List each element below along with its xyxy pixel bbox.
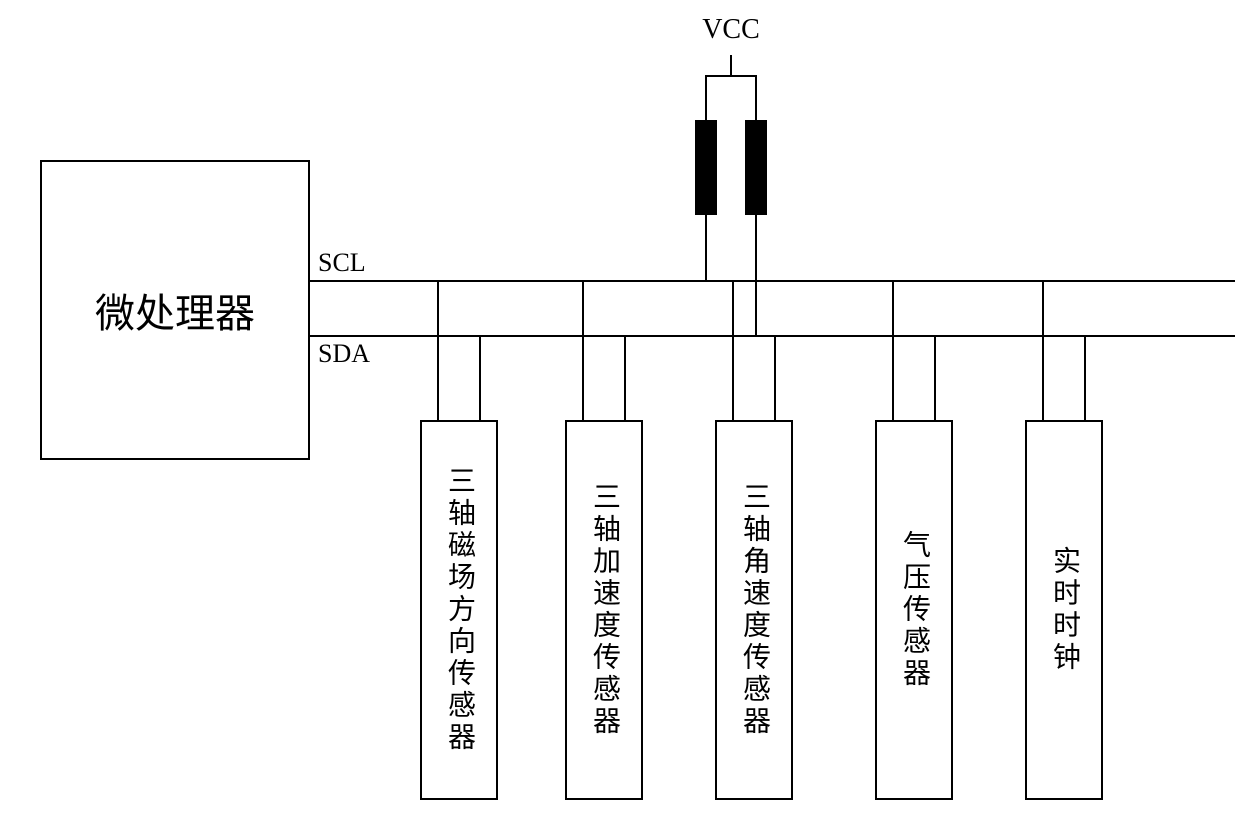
tap-scl-2 (732, 280, 734, 420)
tap-sda-1 (624, 335, 626, 420)
tap-sda-0 (479, 335, 481, 420)
tap-scl-1 (582, 280, 584, 420)
sensor-box-4: 实时时钟 (1025, 420, 1103, 800)
sensor-box-0: 三轴磁场方向传感器 (420, 420, 498, 800)
sda-label: SDA (318, 339, 398, 369)
sensor-box-2: 三轴角速度传感器 (715, 420, 793, 800)
scl-bus-line (310, 280, 1235, 282)
sensor-label-4: 实时时钟 (1027, 422, 1101, 798)
tap-scl-3 (892, 280, 894, 420)
pullup-sda-resistor-icon (745, 120, 767, 215)
pullup-scl-resistor-icon (695, 120, 717, 215)
tap-scl-4 (1042, 280, 1044, 420)
pullup-scl-wire-bottom (705, 215, 707, 282)
sensor-label-0: 三轴磁场方向传感器 (422, 422, 496, 798)
scl-label: SCL (318, 248, 398, 278)
sensor-label-3: 气压传感器 (877, 422, 951, 798)
tap-scl-0 (437, 280, 439, 420)
tap-sda-3 (934, 335, 936, 420)
microprocessor-label: 微处理器 (42, 162, 308, 458)
microprocessor-box: 微处理器 (40, 160, 310, 460)
diagram-canvas: 微处理器 SCL SDA VCC 三轴磁场方向传感器三轴加速度传感器 三轴角速度传感器 气压… (0, 0, 1240, 824)
pullup-sda-wire-bottom (755, 215, 757, 337)
sensor-box-3: 气压传感器 (875, 420, 953, 800)
tap-sda-4 (1084, 335, 1086, 420)
pullup-scl-wire-top (705, 75, 707, 120)
vcc-label: VCC (691, 10, 771, 50)
pullup-sda-wire-top (755, 75, 757, 120)
tap-sda-2 (774, 335, 776, 420)
sensor-label-2: 三轴角速度传感器 (717, 422, 791, 798)
sensor-box-1: 三轴加速度传感器 (565, 420, 643, 800)
vcc-drop-line (730, 55, 732, 75)
vcc-join-line (705, 75, 755, 77)
sda-bus-line (310, 335, 1235, 337)
sensor-label-1: 三轴加速度传感器 (567, 422, 641, 798)
